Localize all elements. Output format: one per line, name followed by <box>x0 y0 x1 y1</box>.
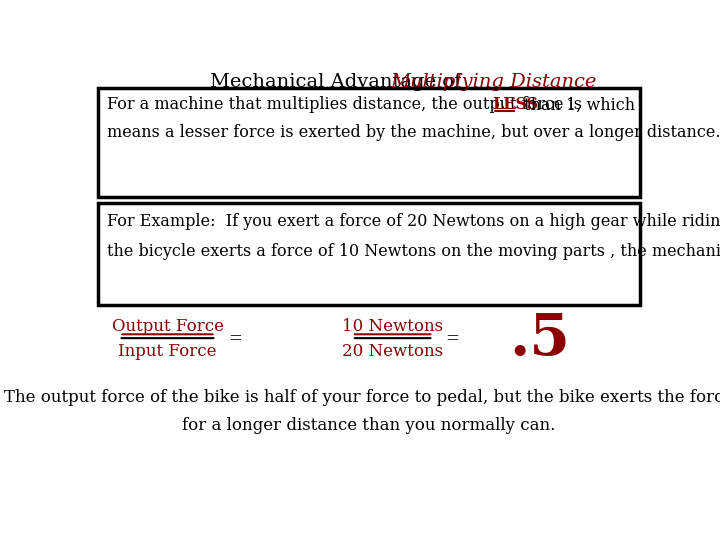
Text: means a lesser force is exerted by the machine, but over a longer distance.: means a lesser force is exerted by the m… <box>107 124 720 141</box>
Text: Mechanical Advantage of: Mechanical Advantage of <box>210 73 467 91</box>
FancyBboxPatch shape <box>98 204 640 305</box>
Text: The output force of the bike is half of your force to pedal, but the bike exerts: The output force of the bike is half of … <box>4 389 720 406</box>
Text: the bicycle exerts a force of 10 Newtons on the moving parts , the mechanical ad: the bicycle exerts a force of 10 Newtons… <box>107 242 720 260</box>
Text: Output Force: Output Force <box>112 318 223 335</box>
Text: For Example:  If you exert a force of 20 Newtons on a high gear while riding you: For Example: If you exert a force of 20 … <box>107 213 720 231</box>
Text: .5: .5 <box>509 311 570 367</box>
Text: than 1, which: than 1, which <box>518 96 635 113</box>
Text: Input Force: Input Force <box>118 343 217 360</box>
FancyBboxPatch shape <box>98 88 640 197</box>
Text: LESS: LESS <box>492 96 539 113</box>
Text: Multiplying Distance: Multiplying Distance <box>391 73 597 91</box>
Text: 10 Newtons: 10 Newtons <box>342 318 443 335</box>
Text: for a longer distance than you normally can.: for a longer distance than you normally … <box>182 417 556 434</box>
Text: 20 Newtons: 20 Newtons <box>342 343 443 360</box>
Text: =: = <box>445 330 459 347</box>
Text: For a machine that multiplies distance, the output force is: For a machine that multiplies distance, … <box>107 96 588 113</box>
Text: =: = <box>228 330 242 347</box>
